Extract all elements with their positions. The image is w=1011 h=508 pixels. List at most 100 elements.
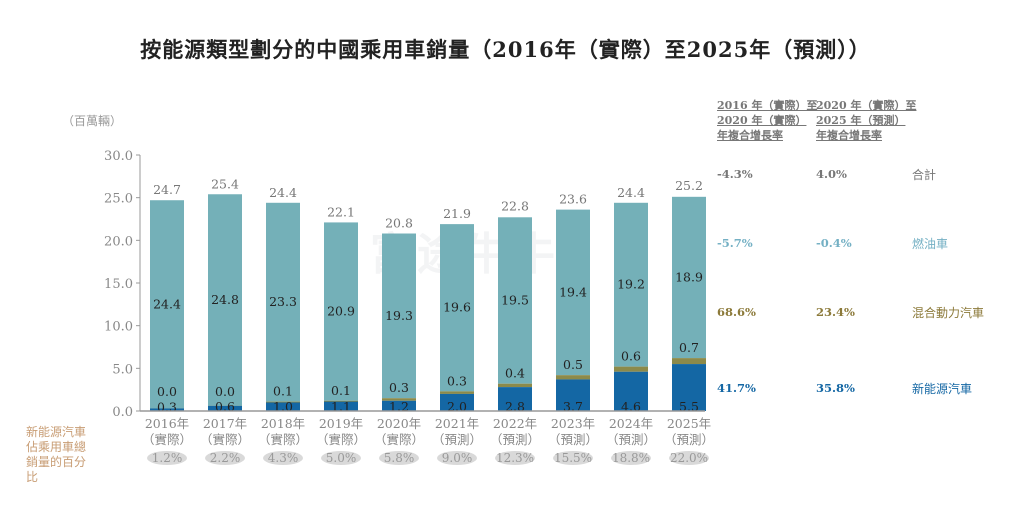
x-tick-sublabel: （預測） (548, 432, 598, 447)
cagr-header-line: 2020 年（實際） (717, 114, 807, 127)
x-tick-sublabel: （預測） (606, 432, 656, 447)
bar-nev (556, 379, 590, 411)
bar-hybrid (498, 383, 532, 388)
total-label: 21.9 (443, 206, 471, 221)
bar-nev (614, 371, 648, 411)
bar-hybrid (672, 358, 706, 365)
hybrid-label: 0.7 (679, 340, 699, 355)
ice-label: 19.5 (501, 292, 529, 307)
bar-ice (672, 196, 706, 359)
legend-label: 混合動力汽車 (912, 306, 985, 320)
bar-ice (556, 209, 590, 376)
bar-ice (440, 224, 474, 392)
bar-nev (672, 364, 706, 411)
cagr-value-2020-2025: -0.4% (816, 236, 852, 250)
total-label: 22.8 (501, 198, 529, 213)
ice-label: 20.9 (327, 304, 355, 319)
x-tick-label: 2024年 (609, 416, 653, 431)
nev-share-pill (669, 451, 709, 465)
bar-hybrid (556, 375, 590, 380)
cagr-header-1: 2016 年（實際）至 2020 年（實際） 年複合增長率 (717, 98, 817, 143)
total-label: 20.8 (385, 216, 413, 231)
bar-ice (614, 202, 648, 367)
x-tick-sublabel: （預測） (490, 432, 540, 447)
cagr-value-2020-2025: 23.4% (816, 305, 855, 319)
x-tick-sublabel: （實際） (200, 432, 250, 447)
total-label: 22.1 (327, 204, 355, 219)
nev-share-value: 1.2% (152, 451, 183, 465)
x-tick-sublabel: （實際） (258, 432, 308, 447)
hybrid-label: 0.0 (215, 384, 235, 399)
cagr-value-2020-2025: 35.8% (816, 381, 855, 395)
bar-nev (324, 401, 358, 411)
bar-hybrid (382, 398, 416, 401)
nev-share-pill (379, 451, 419, 465)
x-tick-label: 2020年 (377, 416, 421, 431)
x-tick-label: 2019年 (319, 416, 363, 431)
nev-share-value: 5.0% (326, 451, 357, 465)
bar-ice (324, 222, 358, 401)
hybrid-label: 0.1 (273, 384, 293, 399)
y-tick-label: 0.0 (112, 405, 133, 420)
bar-nev (382, 400, 416, 411)
x-tick-label: 2025年 (667, 416, 711, 431)
bar-ice (266, 202, 300, 402)
y-tick-label: 15.0 (104, 277, 133, 292)
x-tick-label: 2017年 (203, 416, 247, 431)
ice-label: 23.3 (269, 294, 297, 309)
cagr-value-2016-2020: 41.7% (717, 381, 756, 395)
chart-title: 按能源類型劃分的中國乘用車銷量（2016年（實際）至2025年（預測）） (140, 37, 871, 62)
y-tick-label: 10.0 (104, 320, 133, 335)
nev-share-value: 2.2% (210, 451, 241, 465)
y-tick-label: 5.0 (112, 362, 133, 377)
total-label: 24.7 (153, 182, 181, 197)
hybrid-label: 0.1 (331, 383, 351, 398)
x-tick-sublabel: （實際） (142, 432, 192, 447)
legend-label: 燃油車 (912, 237, 949, 251)
hybrid-label: 0.6 (621, 349, 641, 364)
nev-share-value: 5.8% (384, 451, 415, 465)
nev-share-pill (205, 451, 245, 465)
bar-ice (150, 200, 184, 409)
nev-label: 0.3 (157, 400, 177, 415)
nev-share-value: 22.0% (670, 451, 708, 465)
nev-share-pill (553, 451, 593, 465)
bar-ice (498, 217, 532, 384)
unit-label: （百萬輛） (62, 114, 123, 128)
bar-hybrid (614, 366, 648, 372)
x-tick-sublabel: （預測） (432, 432, 482, 447)
cagr-header-line: 年複合增長率 (717, 129, 783, 142)
ice-label: 24.8 (211, 292, 239, 307)
hybrid-label: 0.0 (157, 384, 177, 399)
ice-label: 19.2 (617, 277, 645, 292)
nev-share-pill (611, 451, 651, 465)
x-tick-label: 2022年 (493, 416, 537, 431)
cagr-value-2016-2020: -4.3% (717, 167, 753, 181)
legend-label: 合計 (912, 168, 937, 182)
cagr-header-line: 年複合增長率 (816, 129, 882, 142)
bar-ice (208, 194, 242, 406)
nev-share-value: 15.5% (554, 451, 592, 465)
nev-share-value: 12.3% (496, 451, 534, 465)
ice-label: 19.6 (443, 300, 471, 315)
nev-share-pill (321, 451, 361, 465)
bar-hybrid (266, 401, 300, 404)
nev-share-value: 9.0% (442, 451, 473, 465)
ice-label: 19.4 (559, 284, 587, 299)
hybrid-label: 0.4 (505, 366, 525, 381)
nev-share-pill (263, 451, 303, 465)
bar-nev (266, 402, 300, 411)
cagr-header-line: 2020 年（實際）至 (816, 99, 917, 112)
x-tick-sublabel: （實際） (374, 432, 424, 447)
total-label: 24.4 (617, 185, 645, 200)
cagr-header-line: 2025 年（預測） (816, 114, 906, 127)
bar-nev (150, 408, 184, 411)
x-tick-label: 2023年 (551, 416, 595, 431)
total-label: 25.2 (675, 178, 703, 193)
x-tick-sublabel: （實際） (316, 432, 366, 447)
nev-share-pill (437, 451, 477, 465)
nev-share-value: 4.3% (268, 451, 299, 465)
bar-nev (440, 393, 474, 411)
legend-label: 新能源汽車 (912, 382, 973, 396)
